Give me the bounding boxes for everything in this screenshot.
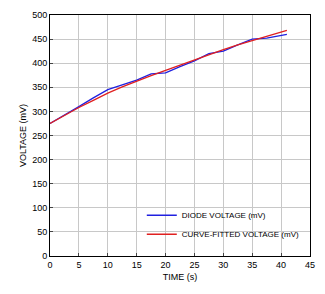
svg-text:VOLTAGE (mV): VOLTAGE (mV) [18, 104, 28, 167]
svg-text:40: 40 [276, 260, 286, 270]
svg-text:45: 45 [305, 260, 315, 270]
svg-text:150: 150 [32, 179, 47, 189]
svg-text:0: 0 [42, 251, 47, 261]
svg-text:450: 450 [32, 34, 47, 44]
svg-text:50: 50 [37, 227, 47, 237]
svg-text:100: 100 [32, 203, 47, 213]
svg-text:500: 500 [32, 10, 47, 20]
svg-text:350: 350 [32, 82, 47, 92]
svg-text:10: 10 [103, 260, 113, 270]
svg-text:5: 5 [76, 260, 81, 270]
svg-text:0: 0 [47, 260, 52, 270]
svg-text:DIODE VOLTAGE (mV): DIODE VOLTAGE (mV) [182, 211, 266, 220]
svg-text:300: 300 [32, 107, 47, 117]
svg-text:30: 30 [218, 260, 228, 270]
svg-text:15: 15 [132, 260, 142, 270]
svg-text:200: 200 [32, 155, 47, 165]
svg-text:CURVE-FITTED VOLTAGE (mV): CURVE-FITTED VOLTAGE (mV) [182, 230, 299, 239]
svg-text:25: 25 [189, 260, 199, 270]
svg-text:TIME (s): TIME (s) [163, 272, 198, 282]
svg-text:250: 250 [32, 131, 47, 141]
svg-text:400: 400 [32, 58, 47, 68]
svg-text:35: 35 [247, 260, 257, 270]
svg-text:20: 20 [161, 260, 171, 270]
